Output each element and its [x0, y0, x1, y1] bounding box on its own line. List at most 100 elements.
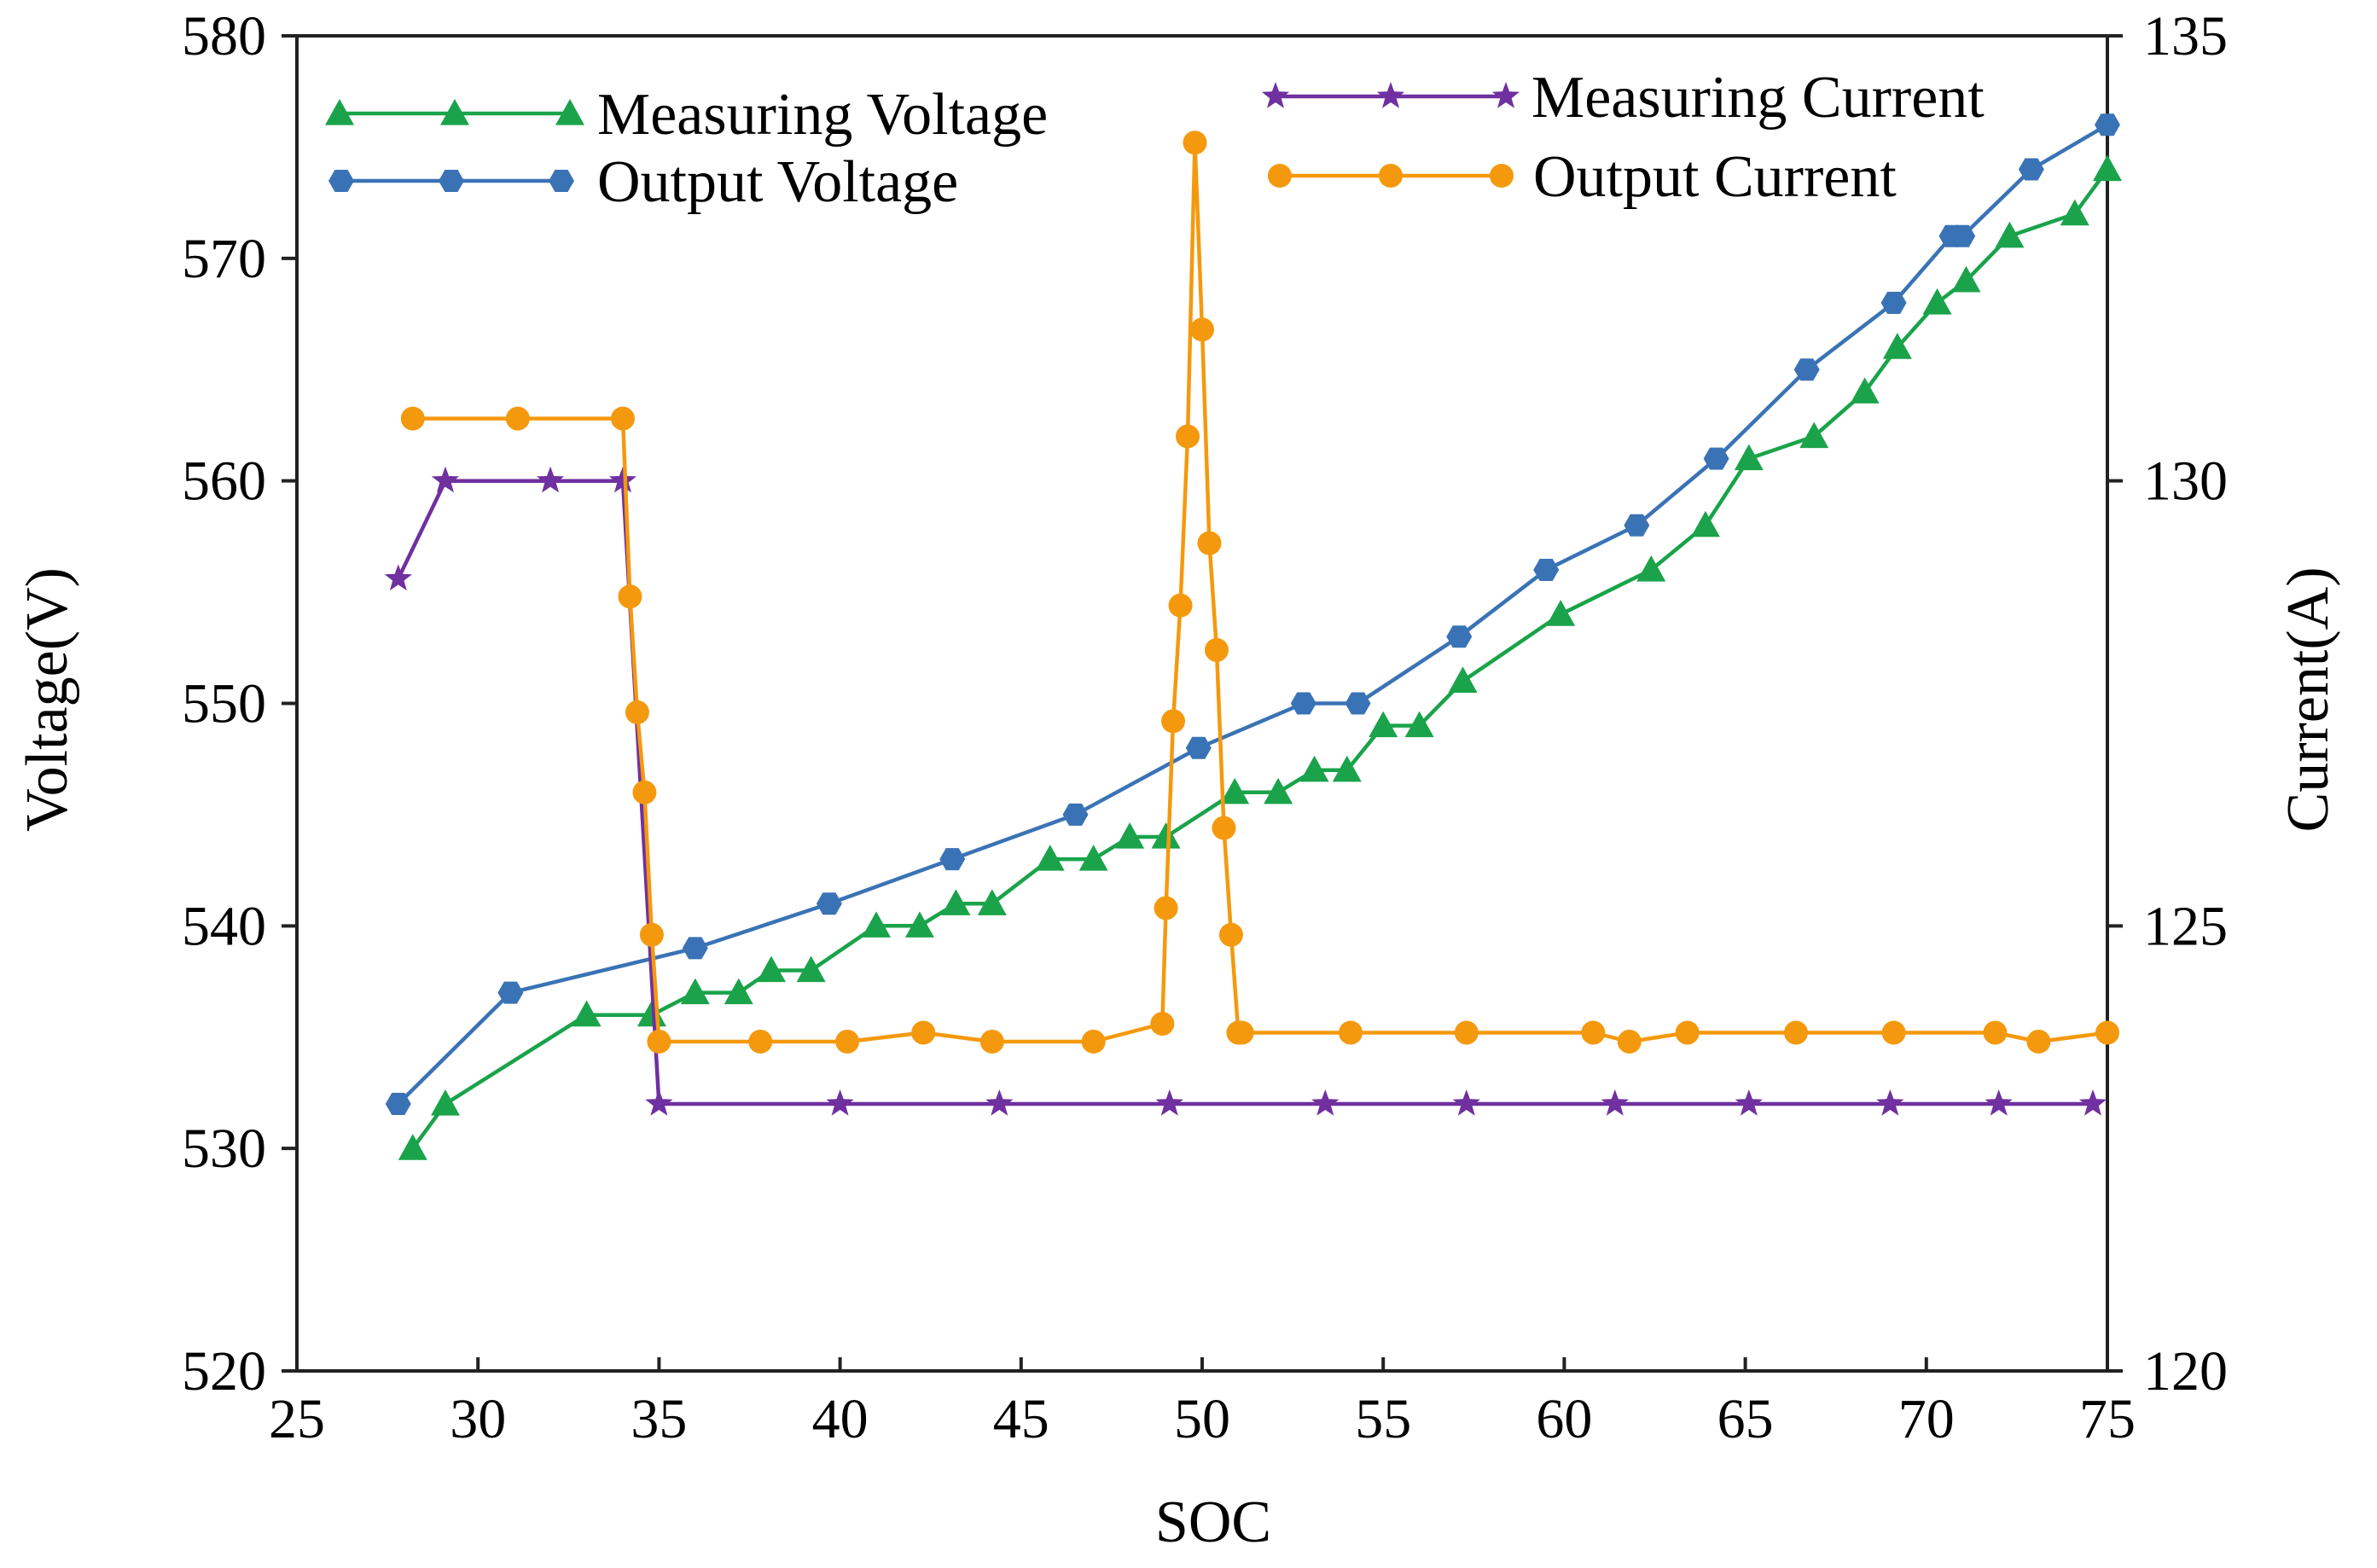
data-point: [384, 564, 412, 591]
data-point: [1876, 1089, 1904, 1116]
x-tick-label: 60: [1536, 1388, 1592, 1450]
data-point: [682, 937, 708, 960]
data-point: [1581, 1020, 1606, 1045]
data-point: [2095, 1020, 2119, 1045]
data-point: [1218, 922, 1243, 947]
data-point: [1922, 288, 1952, 315]
data-point: [505, 406, 530, 431]
data-point: [400, 406, 425, 431]
data-point: [1546, 600, 1576, 626]
x-tick-label: 40: [812, 1388, 869, 1450]
data-point: [977, 889, 1007, 915]
y-right-tick-label: 130: [2143, 450, 2228, 513]
data-point: [398, 1134, 427, 1160]
data-point: [431, 1089, 461, 1116]
data-point: [639, 922, 664, 947]
data-point: [1081, 1029, 1106, 1054]
data-point: [2095, 113, 2120, 136]
data-point: [1880, 292, 1907, 314]
data-point: [431, 466, 460, 493]
x-tick-label: 45: [993, 1388, 1049, 1450]
data-point: [1452, 1089, 1480, 1116]
y-left-tick-label: 530: [182, 1118, 266, 1180]
data-point: [1735, 1089, 1763, 1116]
legend-marker: [1376, 82, 1405, 108]
data-point: [1151, 822, 1181, 849]
data-point: [985, 1089, 1014, 1116]
data-point: [1636, 555, 1666, 582]
data-point: [816, 892, 842, 915]
legend-label: Output Current: [1533, 144, 1897, 210]
data-point: [1983, 1020, 2008, 1045]
data-point: [939, 848, 966, 871]
legend-label: Output Voltage: [597, 149, 958, 215]
data-point: [1161, 709, 1186, 734]
data-point: [911, 1020, 936, 1045]
data-point: [1264, 777, 1293, 804]
x-tick-label: 35: [631, 1388, 687, 1450]
data-point: [385, 1093, 411, 1115]
data-point: [1734, 444, 1764, 471]
data-point: [1624, 514, 1650, 537]
y-right-tick-label: 120: [2143, 1340, 2228, 1402]
series-layer: [384, 113, 2122, 1160]
y-right-tick-label: 135: [2143, 5, 2228, 67]
series-line: [412, 140, 2108, 1044]
data-point: [1176, 424, 1200, 449]
legend-marker: [325, 99, 354, 125]
data-point: [1311, 1089, 1340, 1116]
legend-marker: [1491, 82, 1520, 108]
data-point: [632, 780, 657, 804]
data-point: [1454, 1020, 1479, 1045]
data-point: [2026, 1029, 2051, 1054]
data-point: [625, 700, 649, 724]
legend-entry: Output Voltage: [328, 149, 958, 215]
data-point: [2093, 154, 2122, 182]
data-point: [610, 406, 635, 431]
data-point: [1690, 510, 1720, 537]
legend-marker: [1490, 164, 1514, 188]
data-point: [2018, 158, 2044, 181]
legend-marker: [1379, 164, 1403, 188]
data-point: [826, 1089, 854, 1116]
x-tick-label: 75: [2079, 1388, 2136, 1450]
data-point: [1881, 1020, 1906, 1045]
data-point: [647, 1029, 671, 1054]
data-point: [1985, 1089, 2013, 1116]
data-point: [1204, 637, 1229, 662]
data-point: [1675, 1020, 1700, 1045]
axes-layer: 25 30 35 40 45 50 55 60 65 70 75 520 530 540 550 560 570…: [182, 5, 2228, 1450]
data-point: [1154, 896, 1178, 920]
data-point: [941, 889, 971, 915]
y-left-tick-label: 540: [182, 895, 266, 957]
x-tick-label: 65: [1717, 1388, 1774, 1450]
data-point: [1155, 1089, 1183, 1116]
data-point: [1950, 224, 1976, 247]
data-point: [796, 955, 826, 983]
data-point: [497, 981, 524, 1004]
data-point: [1446, 625, 1473, 648]
data-point: [1197, 531, 1222, 555]
legend-marker: [439, 170, 464, 192]
series-measuring-current: [384, 466, 2107, 1116]
data-point: [1183, 131, 1207, 155]
data-point: [724, 978, 753, 1005]
data-point: [1703, 447, 1729, 470]
x-tick-label: 30: [450, 1388, 506, 1450]
data-point: [1220, 777, 1250, 804]
data-point: [1168, 593, 1193, 618]
data-point: [1850, 377, 1880, 404]
data-point: [1793, 358, 1820, 381]
series-output-current: [400, 131, 2119, 1054]
data-point: [1799, 421, 1829, 449]
data-point: [1115, 822, 1145, 849]
data-point: [618, 584, 642, 609]
data-point: [680, 978, 710, 1005]
y-right-tick-label: 125: [2143, 895, 2228, 957]
data-point: [1150, 1012, 1175, 1037]
data-point: [1229, 1020, 1254, 1045]
data-point: [1290, 692, 1316, 715]
data-point: [904, 911, 934, 938]
data-point: [1995, 221, 2025, 248]
